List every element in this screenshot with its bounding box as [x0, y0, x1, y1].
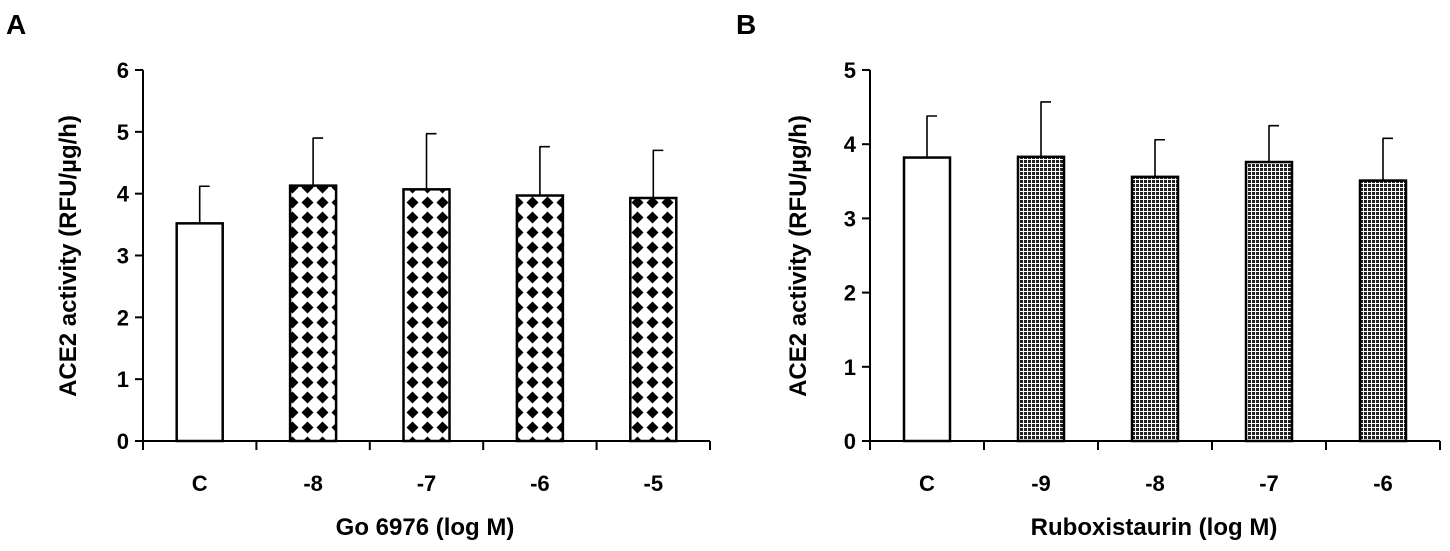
error-bar-a-1 [198, 185, 210, 224]
panel-a-x-axis-title: Go 6976 (log M) [336, 514, 515, 541]
error-bar-b-2 [1040, 101, 1051, 157]
error-bar-a-4 [539, 145, 550, 196]
bar-b-2 [1016, 155, 1066, 443]
panel-b: B 0 1 2 3 4 5 C -9 -8 -7 -6 Ruboxistaurin (log M)… [736, 9, 1441, 541]
y-tick-label: 0 [844, 429, 856, 454]
error-bar-b-4 [1268, 124, 1279, 163]
y-tick-label: 5 [844, 58, 856, 83]
x-tick-label: -9 [1031, 471, 1051, 496]
panel-a: A 0 1 2 3 4 5 6 C -8 -7 -6 -5 Go 6976 (log M) ACE2… [6, 9, 711, 541]
bar-b-1 [902, 156, 952, 443]
error-bar-a-5 [652, 149, 664, 198]
x-tick-label: -5 [644, 471, 664, 496]
x-tick-label: -8 [1145, 471, 1165, 496]
panel-a-bars [175, 132, 678, 443]
y-tick-label: 4 [117, 182, 130, 207]
panel-a-y-axis-title: ACE2 activity (RFU/µg/h) [55, 115, 82, 397]
panel-a-x-axis: C -8 -7 -6 -5 [142, 440, 711, 496]
error-bar-a-3 [425, 132, 437, 190]
y-tick-label: 1 [844, 355, 856, 380]
y-tick-label: 6 [117, 58, 129, 83]
y-tick-label: 2 [117, 305, 129, 330]
x-tick-label: -6 [1373, 471, 1393, 496]
panel-b-y-axis: 0 1 2 3 4 5 [844, 58, 871, 454]
bar-a-3 [402, 188, 451, 443]
y-tick-label: 1 [117, 367, 129, 392]
x-tick-label: C [919, 471, 935, 496]
y-tick-label: 3 [117, 244, 129, 269]
x-tick-label: -7 [417, 471, 437, 496]
y-tick-label: 3 [844, 206, 856, 231]
bar-b-4 [1244, 160, 1294, 443]
panel-b-x-axis-title: Ruboxistaurin (log M) [1031, 514, 1278, 541]
x-tick-label: -7 [1259, 471, 1279, 496]
bar-a-1 [175, 222, 224, 443]
panel-b-y-axis-title: ACE2 activity (RFU/µg/h) [785, 115, 812, 397]
x-tick-label: C [192, 471, 208, 496]
y-tick-label: 5 [117, 120, 129, 145]
error-bar-b-3 [1154, 138, 1165, 177]
bar-b-5 [1358, 179, 1408, 443]
panel-a-letter: A [6, 9, 26, 40]
y-tick-label: 0 [117, 429, 129, 454]
error-bar-a-2 [312, 137, 324, 186]
error-bar-b-1 [926, 115, 937, 158]
bar-a-5 [629, 196, 678, 443]
bar-b-3 [1130, 175, 1180, 443]
panel-b-letter: B [736, 9, 756, 40]
x-tick-label: -6 [530, 471, 550, 496]
panel-a-y-axis: 0 1 2 3 4 5 6 [117, 58, 144, 454]
panel-b-bars [902, 101, 1408, 443]
x-tick-label: -8 [303, 471, 323, 496]
bar-a-4 [515, 194, 565, 443]
bar-a-2 [288, 184, 338, 443]
panel-b-x-axis: C -9 -8 -7 -6 [869, 440, 1441, 496]
y-tick-label: 4 [844, 132, 857, 157]
error-bar-b-5 [1382, 137, 1393, 181]
y-tick-label: 2 [844, 281, 856, 306]
